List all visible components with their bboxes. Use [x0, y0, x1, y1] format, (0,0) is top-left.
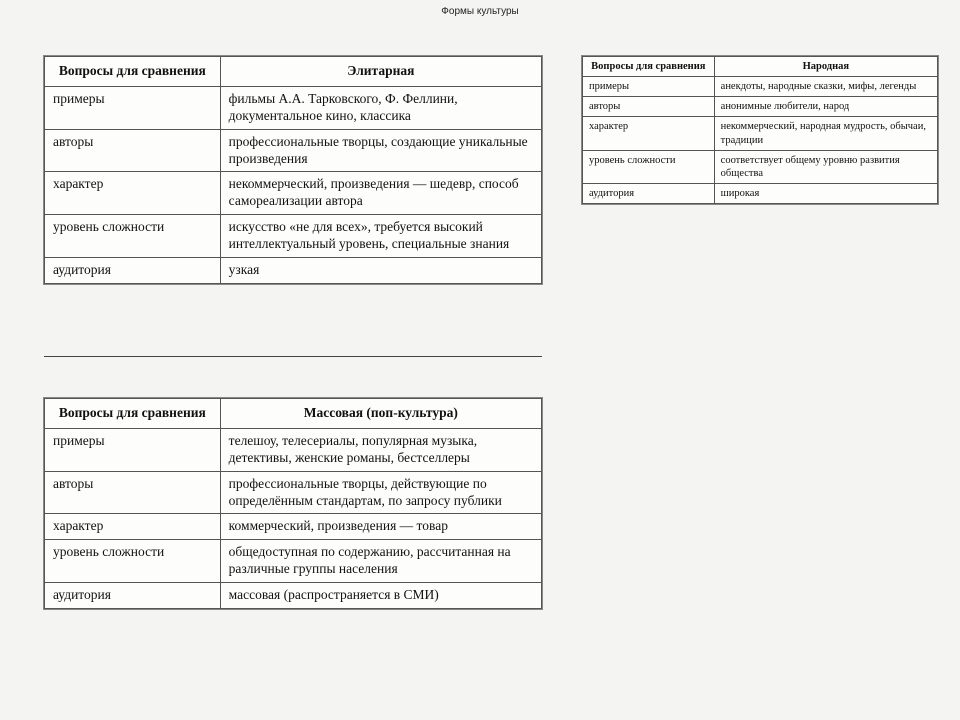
attr-cell: примеры	[583, 77, 715, 97]
table-row: характер некоммерческий, произведения — …	[45, 172, 542, 215]
header-elite: Элитарная	[220, 57, 541, 87]
table-row: уровень сложности соответствует общему у…	[583, 150, 938, 183]
header-questions: Вопросы для сравнения	[583, 57, 715, 77]
attr-cell: авторы	[45, 471, 221, 514]
table-mass: Вопросы для сравнения Массовая (поп-куль…	[44, 398, 542, 609]
val-cell: узкая	[220, 257, 541, 283]
attr-cell: примеры	[45, 428, 221, 471]
table-row: авторы анонимные любители, народ	[583, 97, 938, 117]
val-cell: анекдоты, народные сказки, мифы, легенды	[714, 77, 937, 97]
val-cell: телешоу, телесериалы, популярная музыка,…	[220, 428, 541, 471]
table-row: аудитория узкая	[45, 257, 542, 283]
attr-cell: аудитория	[583, 183, 715, 203]
table-folk: Вопросы для сравнения Народная примеры а…	[582, 56, 938, 204]
val-cell: массовая (распространяется в СМИ)	[220, 583, 541, 609]
val-cell: профессиональные творцы, действующие по …	[220, 471, 541, 514]
val-cell: коммерческий, произведения — товар	[220, 514, 541, 540]
attr-cell: авторы	[45, 129, 221, 172]
table-row: авторы профессиональные творцы, создающи…	[45, 129, 542, 172]
table-row: примеры анекдоты, народные сказки, мифы,…	[583, 77, 938, 97]
attr-cell: примеры	[45, 86, 221, 129]
divider	[44, 356, 542, 357]
table-row: авторы профессиональные творцы, действую…	[45, 471, 542, 514]
header-questions: Вопросы для сравнения	[45, 399, 221, 429]
val-cell: искусство «не для всех», требуется высо­…	[220, 215, 541, 258]
attr-cell: аудитория	[45, 583, 221, 609]
attr-cell: авторы	[583, 97, 715, 117]
table-row: примеры телешоу, телесериалы, популярная…	[45, 428, 542, 471]
table-row: характер коммерческий, произведения — то…	[45, 514, 542, 540]
table-row: уровень сложности общедоступная по содер…	[45, 540, 542, 583]
attr-cell: аудитория	[45, 257, 221, 283]
table-row: уровень сложности искусство «не для всех…	[45, 215, 542, 258]
attr-cell: характер	[583, 117, 715, 150]
header-questions: Вопросы для сравнения	[45, 57, 221, 87]
val-cell: фильмы А.А. Тарковского, Ф. Феллини, док…	[220, 86, 541, 129]
table-row: аудитория массовая (распространяется в С…	[45, 583, 542, 609]
table-row: примеры фильмы А.А. Тарковского, Ф. Фелл…	[45, 86, 542, 129]
attr-cell: уровень сложности	[583, 150, 715, 183]
table-row: характер некоммерческий, народная мудрос…	[583, 117, 938, 150]
val-cell: общедоступная по содержанию, рассчи­танн…	[220, 540, 541, 583]
val-cell: широкая	[714, 183, 937, 203]
attr-cell: характер	[45, 514, 221, 540]
header-folk: Народная	[714, 57, 937, 77]
val-cell: некоммерческий, народная мудрость, обыча…	[714, 117, 937, 150]
val-cell: профессиональные творцы, создающие уника…	[220, 129, 541, 172]
attr-cell: уровень сложности	[45, 540, 221, 583]
page-title: Формы культуры	[0, 6, 960, 17]
attr-cell: уровень сложности	[45, 215, 221, 258]
val-cell: соответствует общему уровню развития общ…	[714, 150, 937, 183]
table-elite: Вопросы для сравнения Элитарная примеры …	[44, 56, 542, 284]
attr-cell: характер	[45, 172, 221, 215]
header-mass: Массовая (поп-культура)	[220, 399, 541, 429]
val-cell: анонимные любители, народ	[714, 97, 937, 117]
val-cell: некоммерческий, произведения — ше­девр, …	[220, 172, 541, 215]
table-row: аудитория широкая	[583, 183, 938, 203]
